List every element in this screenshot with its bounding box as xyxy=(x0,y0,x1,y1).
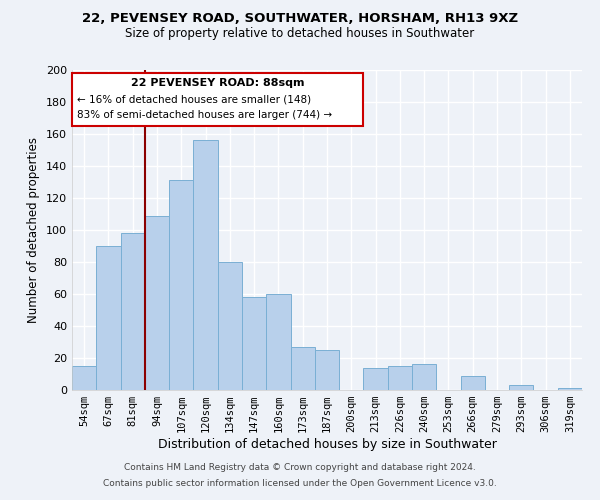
Text: Contains public sector information licensed under the Open Government Licence v3: Contains public sector information licen… xyxy=(103,478,497,488)
Bar xyxy=(412,364,436,390)
Bar xyxy=(193,140,218,390)
Text: 22 PEVENSEY ROAD: 88sqm: 22 PEVENSEY ROAD: 88sqm xyxy=(131,78,304,88)
Bar xyxy=(218,262,242,390)
Bar xyxy=(266,294,290,390)
Text: ← 16% of detached houses are smaller (148): ← 16% of detached houses are smaller (14… xyxy=(77,94,311,104)
Bar xyxy=(558,388,582,390)
X-axis label: Distribution of detached houses by size in Southwater: Distribution of detached houses by size … xyxy=(158,438,496,451)
FancyBboxPatch shape xyxy=(72,73,362,126)
Bar xyxy=(145,216,169,390)
Y-axis label: Number of detached properties: Number of detached properties xyxy=(28,137,40,323)
Text: Size of property relative to detached houses in Southwater: Size of property relative to detached ho… xyxy=(125,28,475,40)
Bar xyxy=(72,366,96,390)
Bar xyxy=(96,246,121,390)
Bar xyxy=(461,376,485,390)
Text: Contains HM Land Registry data © Crown copyright and database right 2024.: Contains HM Land Registry data © Crown c… xyxy=(124,464,476,472)
Bar xyxy=(169,180,193,390)
Bar xyxy=(121,233,145,390)
Bar xyxy=(290,347,315,390)
Bar xyxy=(509,385,533,390)
Bar xyxy=(388,366,412,390)
Text: 22, PEVENSEY ROAD, SOUTHWATER, HORSHAM, RH13 9XZ: 22, PEVENSEY ROAD, SOUTHWATER, HORSHAM, … xyxy=(82,12,518,26)
Bar xyxy=(364,368,388,390)
Text: 83% of semi-detached houses are larger (744) →: 83% of semi-detached houses are larger (… xyxy=(77,110,332,120)
Bar xyxy=(242,297,266,390)
Bar xyxy=(315,350,339,390)
